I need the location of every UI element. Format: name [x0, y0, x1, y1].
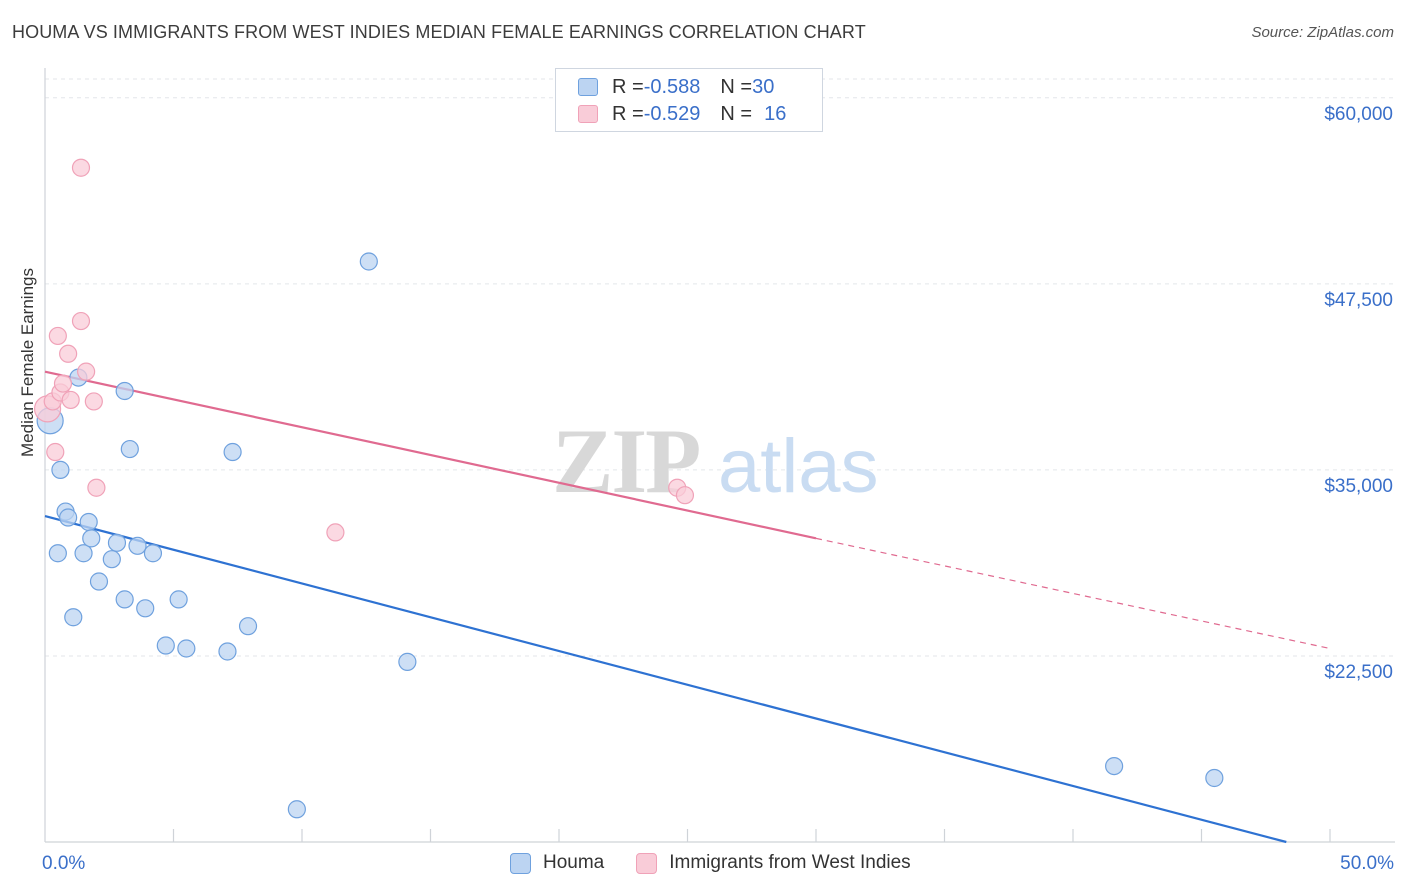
- trend-line-0: [44, 514, 1287, 844]
- trend-lines: [44, 370, 1331, 844]
- trend-extension-1: [815, 537, 1331, 650]
- source-label: Source: ZipAtlas.com: [1251, 24, 1394, 41]
- data-point-series-1: [326, 523, 345, 542]
- data-point-series-0: [115, 590, 134, 609]
- legend-swatch-houma: [510, 852, 531, 874]
- data-point-series-1: [61, 390, 80, 410]
- data-point-series-0: [120, 439, 139, 459]
- series-legend: Houma Immigrants from West Indies: [510, 852, 943, 874]
- data-point-series-0: [359, 252, 378, 271]
- n-label: N =: [720, 75, 753, 98]
- n-value: 30: [752, 75, 775, 98]
- data-point-series-1: [71, 158, 91, 177]
- y-tick-label: $47,500: [1324, 290, 1393, 311]
- tick-labels: $22,500 $35,000 $47,500 $60,000 0.0% 50.0%: [42, 104, 1394, 874]
- data-point-series-0: [79, 512, 98, 532]
- data-point-series-1: [71, 311, 91, 331]
- data-point-series-0: [177, 639, 196, 658]
- data-point-series-0: [398, 652, 417, 671]
- data-point-series-0: [136, 599, 155, 618]
- legend-row-houma: R = -0.588 N = 30: [578, 74, 774, 100]
- watermark: ZIP atlas: [552, 410, 879, 512]
- r-value: -0.588: [643, 75, 701, 98]
- data-point-series-1: [84, 392, 103, 411]
- r-label: R =: [612, 75, 644, 98]
- y-tick-label: $22,500: [1324, 662, 1393, 683]
- legend-swatch-houma: [578, 78, 598, 96]
- data-point-series-0: [82, 529, 101, 548]
- data-point-series-0: [128, 536, 147, 555]
- data-point-series-0: [74, 544, 93, 563]
- data-point-series-1: [53, 374, 73, 393]
- legend-item-houma[interactable]: Houma: [510, 852, 604, 874]
- data-point-series-0: [218, 642, 237, 661]
- n-value: 16: [764, 102, 787, 125]
- data-point-series-0: [107, 533, 127, 552]
- data-point-series-0: [1205, 768, 1224, 788]
- chart-title: HOUMA VS IMMIGRANTS FROM WEST INDIES MED…: [12, 22, 866, 42]
- watermark-atlas: atlas: [718, 424, 879, 509]
- legend-swatch-west-indies: [578, 105, 598, 123]
- x-tick-label: 50.0%: [1340, 853, 1394, 874]
- legend-label-houma: Houma: [543, 852, 605, 873]
- data-point-series-0: [287, 800, 306, 819]
- r-label: R =: [612, 102, 644, 125]
- data-point-series-0: [102, 550, 121, 569]
- data-point-series-0: [223, 442, 242, 462]
- y-tick-label: $35,000: [1324, 476, 1393, 497]
- data-point-series-0: [156, 636, 175, 655]
- data-point-series-1: [77, 362, 96, 381]
- data-point-series-1: [59, 344, 78, 363]
- data-point-series-1: [46, 442, 65, 462]
- data-point-series-0: [115, 381, 134, 401]
- correlation-legend: R = -0.588 N = 30 R = -0.529 N = 16: [555, 68, 823, 132]
- legend-item-west-indies[interactable]: Immigrants from West Indies: [636, 852, 911, 874]
- n-label: N =: [720, 102, 753, 125]
- data-point-series-1: [48, 326, 67, 346]
- data-point-series-0: [51, 460, 70, 479]
- data-point-series-0: [89, 572, 109, 591]
- data-points: [33, 158, 1224, 819]
- data-point-series-0: [59, 508, 78, 527]
- data-point-series-0: [169, 590, 188, 609]
- data-point-series-1: [675, 486, 695, 505]
- axes: [44, 68, 1395, 843]
- legend-row-west-indies: R = -0.529 N = 16: [578, 101, 786, 127]
- data-point-series-1: [87, 478, 106, 497]
- data-point-series-0: [48, 544, 67, 563]
- legend-label-west-indies: Immigrants from West Indies: [669, 852, 911, 873]
- data-point-series-0: [143, 544, 163, 563]
- y-tick-label: $60,000: [1324, 104, 1393, 125]
- x-tick-label: 0.0%: [42, 853, 85, 874]
- data-point-series-0: [1105, 756, 1124, 776]
- legend-swatch-west-indies: [636, 852, 658, 874]
- data-point-series-0: [64, 608, 83, 627]
- data-point-series-0: [238, 617, 258, 636]
- r-value: -0.529: [643, 102, 701, 125]
- trend-line-1: [44, 370, 817, 540]
- y-axis-label: Median Female Earnings: [18, 268, 37, 457]
